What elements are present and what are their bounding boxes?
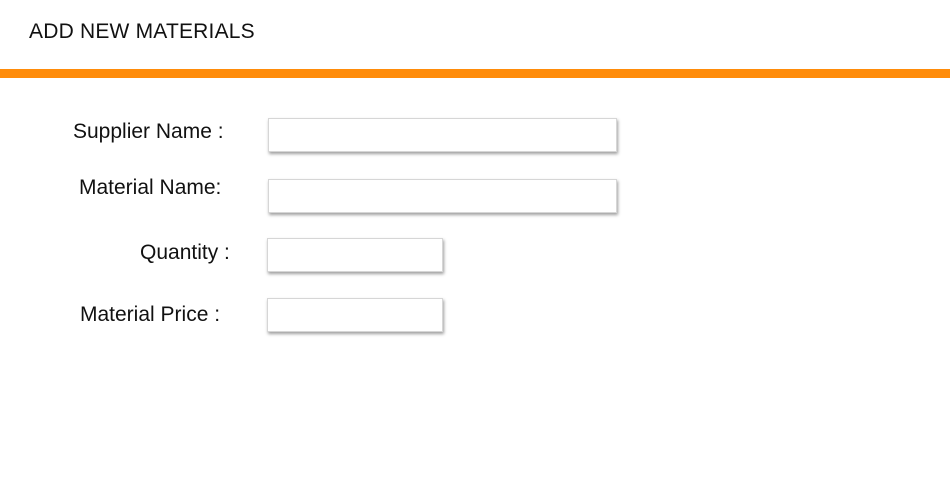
material-price-input[interactable]: [267, 298, 443, 332]
quantity-input[interactable]: [267, 238, 443, 272]
page-title: ADD NEW MATERIALS: [29, 20, 255, 43]
material-price-label: Material Price :: [80, 303, 221, 326]
header-accent-bar: [0, 69, 950, 78]
supplier-name-label: Supplier Name :: [73, 120, 224, 143]
supplier-name-input[interactable]: [268, 118, 617, 152]
material-name-label: Material Name:: [79, 176, 222, 199]
header: ADD NEW MATERIALS: [0, 0, 950, 69]
quantity-label: Quantity :: [140, 241, 230, 264]
material-name-input[interactable]: [268, 179, 617, 213]
